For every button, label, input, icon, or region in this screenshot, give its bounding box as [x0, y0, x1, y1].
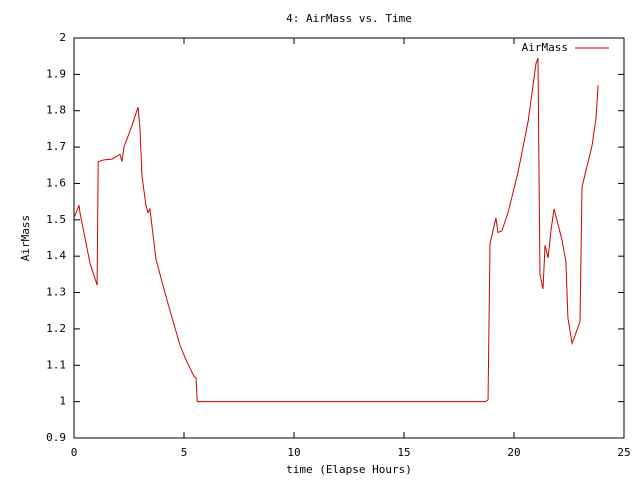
- y-tick-label: 1.3: [46, 286, 66, 299]
- y-axis-label: AirMass: [19, 215, 32, 261]
- y-tick-label: 1.9: [46, 67, 66, 80]
- y-tick-label: 0.9: [46, 431, 66, 444]
- y-tick-label: 1.8: [46, 104, 66, 117]
- y-tick-label: 1.2: [46, 322, 66, 335]
- x-tick-label: 25: [617, 446, 630, 459]
- y-tick-label: 1.4: [46, 249, 66, 262]
- x-tick-label: 0: [71, 446, 78, 459]
- x-tick-label: 20: [507, 446, 520, 459]
- y-tick-label: 1.6: [46, 176, 66, 189]
- x-tick-label: 10: [287, 446, 300, 459]
- x-tick-label: 5: [181, 446, 188, 459]
- x-tick-label: 15: [397, 446, 410, 459]
- legend-label: AirMass: [522, 41, 568, 54]
- y-tick-label: 1: [59, 395, 66, 408]
- y-tick-label: 1.5: [46, 213, 66, 226]
- x-axis-label: time (Elapse Hours): [286, 463, 412, 476]
- data-line: [73, 57, 599, 403]
- plot-frame: [73, 37, 625, 439]
- y-tick-label: 1.1: [46, 358, 66, 371]
- y-tick-label: 2: [59, 31, 66, 44]
- y-tick-label: 1.7: [46, 140, 66, 153]
- chart-title: 4: AirMass vs. Time: [286, 12, 412, 25]
